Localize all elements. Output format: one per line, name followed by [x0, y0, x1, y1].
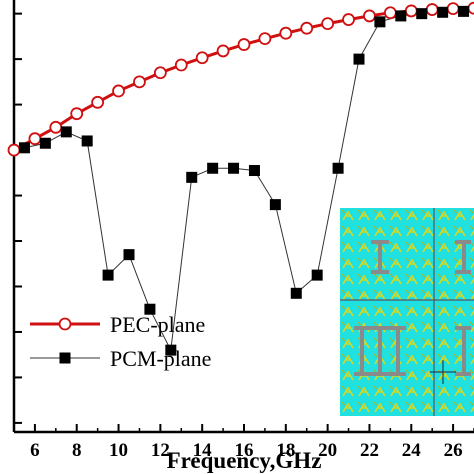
- pec-point-20: [425, 3, 439, 16]
- pec-point-9: [195, 51, 209, 65]
- pec-point-14: [300, 21, 314, 35]
- pcm-point-16: [353, 53, 365, 65]
- x-axis-title: Frequency,GHz: [167, 448, 322, 473]
- pec-point-2: [49, 120, 63, 134]
- pcm-point-0: [18, 142, 30, 154]
- pec-point-0: [7, 143, 21, 157]
- legend: PEC-plane PCM-plane: [30, 312, 211, 371]
- series-markers: [7, 1, 474, 356]
- x-tick-label-10: 10: [109, 440, 128, 461]
- pec-point-13: [279, 26, 293, 40]
- pec-point-10: [216, 44, 230, 58]
- pcm-point-13: [290, 287, 302, 299]
- legend-label-pec: PEC-plane: [110, 312, 205, 337]
- pec-point-17: [363, 9, 376, 23]
- pec-point-8: [174, 58, 188, 72]
- pec-point-1: [28, 132, 42, 146]
- x-tick-label-18: 18: [276, 440, 295, 461]
- x-tick-label-16: 16: [235, 440, 254, 461]
- pcm-point-7: [165, 344, 177, 356]
- pec-point-18: [383, 6, 397, 20]
- pcm-point-12: [269, 199, 281, 211]
- pcm-point-9: [207, 162, 219, 174]
- pec-point-21: [446, 2, 460, 16]
- x-tick-label-24: 24: [402, 440, 422, 461]
- inset-image: [340, 208, 474, 416]
- pec-point-12: [258, 32, 272, 46]
- pcm-point-19: [416, 8, 428, 20]
- x-tick-label-8: 8: [72, 440, 82, 461]
- pec-point-19: [404, 4, 418, 18]
- series-line-0: [13, 6, 474, 152]
- pec-point-15: [321, 17, 335, 31]
- pec-point-4: [91, 95, 105, 109]
- legend-marker-pec: [58, 317, 72, 331]
- pcm-point-8: [186, 171, 198, 183]
- legend-marker-pcm: [59, 352, 71, 364]
- pcm-point-3: [81, 135, 93, 147]
- x-tick-label-12: 12: [151, 440, 170, 461]
- pcm-point-10: [228, 162, 240, 174]
- pcm-point-18: [395, 10, 407, 22]
- legend-label-pcm: PCM-plane: [110, 346, 211, 371]
- pec-point-5: [112, 84, 125, 98]
- pcm-point-20: [437, 6, 449, 18]
- pcm-point-1: [39, 137, 51, 149]
- pcm-point-2: [60, 126, 72, 138]
- pcm-point-11: [248, 165, 260, 177]
- pec-point-3: [70, 107, 84, 121]
- x-tick-label-14: 14: [193, 440, 213, 461]
- pec-point-22: [467, 1, 474, 15]
- x-tick-label-26: 26: [444, 440, 463, 461]
- pcm-point-14: [311, 269, 323, 281]
- pcm-point-6: [144, 303, 156, 315]
- x-tick-label-6: 6: [30, 440, 40, 461]
- axis-ticks: 6 8 10 12 14 16 18 20 22 24 26: [13, 12, 474, 461]
- pec-point-7: [153, 66, 167, 80]
- pcm-point-4: [102, 269, 114, 281]
- pcm-point-5: [123, 249, 135, 261]
- pcm-point-21: [458, 5, 470, 17]
- pec-point-16: [342, 13, 355, 26]
- x-tick-label-22: 22: [360, 440, 379, 461]
- pcm-point-15: [332, 162, 344, 174]
- pec-point-11: [237, 38, 251, 51]
- pec-point-6: [133, 75, 146, 89]
- pcm-point-17: [374, 16, 386, 28]
- x-tick-label-20: 20: [318, 440, 337, 461]
